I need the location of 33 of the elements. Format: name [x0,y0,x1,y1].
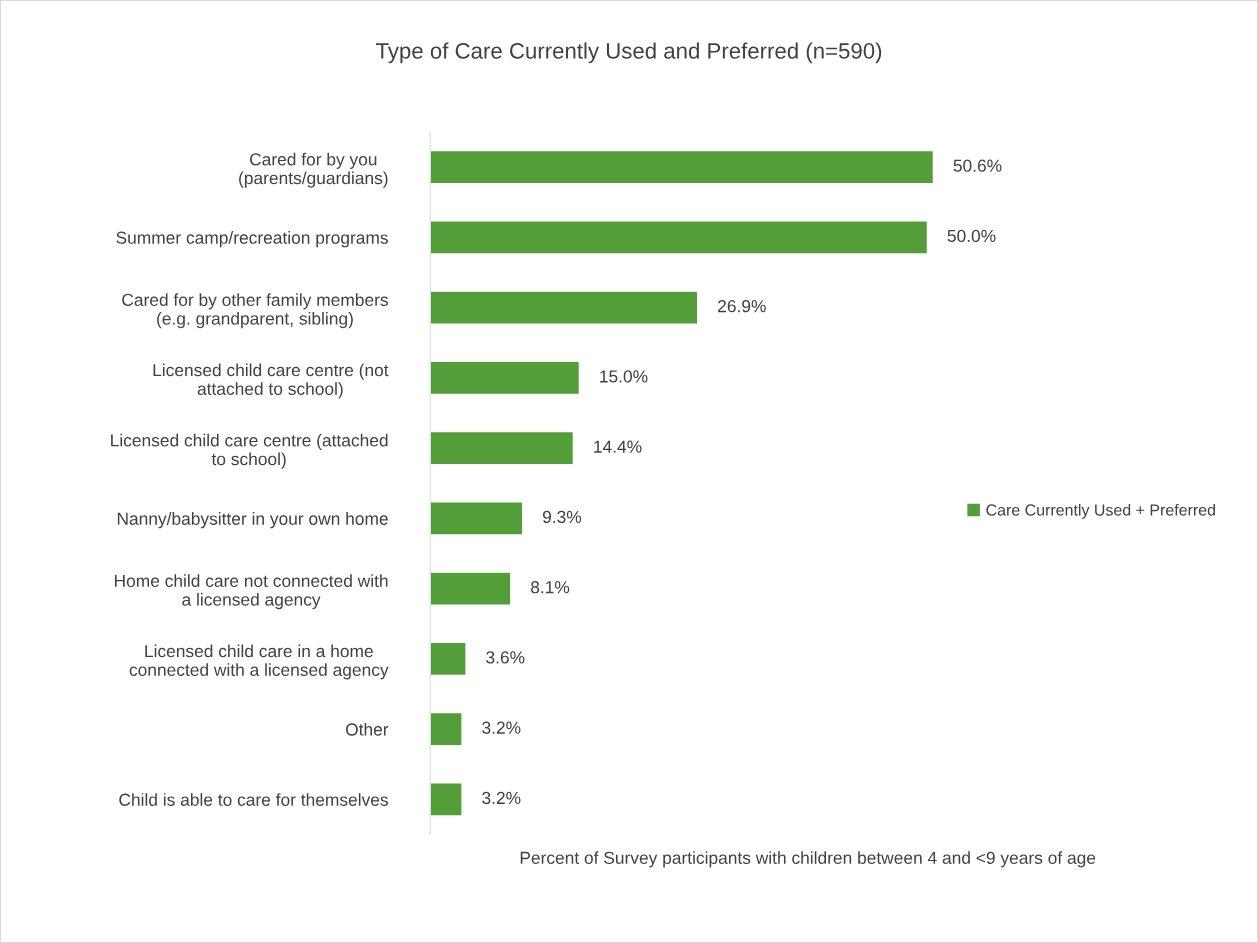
data-label: 15.0% [600,370,648,383]
bar [430,782,463,817]
y-tick-label: Cared for by you (parents/guardians) [239,152,388,188]
bar [430,149,935,185]
data-label: 3.6% [486,651,525,664]
y-tick-label: Licensed child care in a home connected with a licensed agency [129,644,389,680]
y-tick-label: Nanny/babysitter in your own home [117,512,388,529]
y-tick-label: Child is able to care for themselves [119,793,388,806]
data-label: 9.3% [542,510,582,524]
x-axis-title: Percent of Survey participants with children between 4 and <9 years of age [520,851,1096,868]
data-label: 3.2% [482,721,521,734]
bar [430,501,524,536]
y-tick-label: Home child care not connected with a licensed agency [114,574,388,610]
chart-title: Type of Care Currently Used and Preferred (n=590) [375,42,882,64]
data-label: 50.6% [953,159,1002,172]
bar [430,430,575,466]
y-tick-label: Other [345,722,389,736]
bar [430,711,463,747]
bar [430,641,467,677]
bar [430,360,581,396]
data-label: 26.9% [718,300,766,313]
data-label: 3.2% [482,791,521,805]
bar [430,571,512,606]
legend-label: Care Currently Used + Preferred [986,503,1215,519]
y-tick-label: Summer camp/recreation programs [116,231,388,248]
y-tick-label: Licensed child care centre (attached to school) [111,433,388,469]
y-tick-label: Cared for by other family members (e.g. grandparent, sibling) [122,293,388,329]
bar [430,290,699,325]
bar [430,220,929,255]
data-label: 14.4% [594,440,642,453]
y-tick-label: Licensed child care centre (not attached to school) [153,363,389,399]
data-label: 50.0% [947,229,996,243]
data-label: 8.1% [530,581,570,594]
